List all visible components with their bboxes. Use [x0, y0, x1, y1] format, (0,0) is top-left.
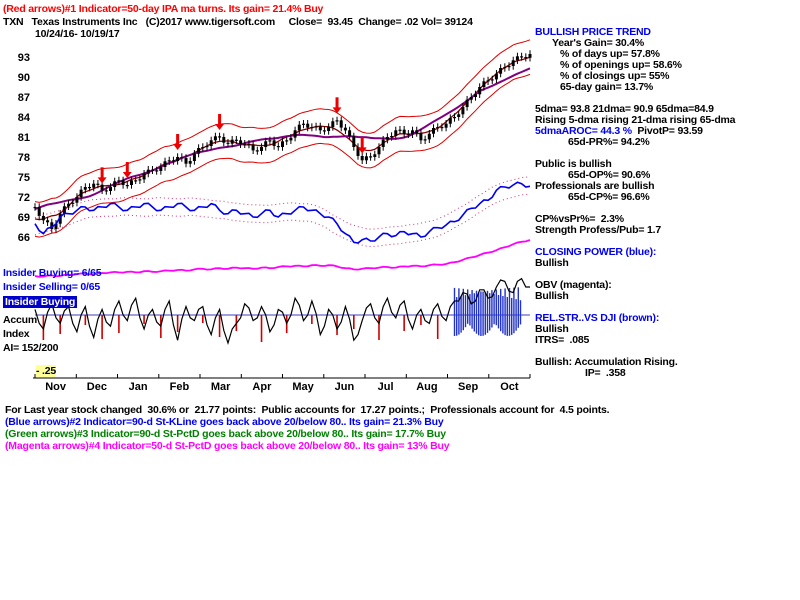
yearly-summary: For Last year stock changed 30.6% or 21.…	[5, 404, 610, 416]
indicator-2-legend: (Blue arrows)#2 Indicator=90-d St-KLine …	[5, 416, 444, 428]
ai-scale-label: - .25	[36, 365, 57, 377]
professionals-status: Professionals are bullish	[535, 180, 655, 192]
y-axis-label: 81	[18, 132, 30, 144]
analysis-line-segment: PivotP= 93.59	[634, 125, 703, 137]
y-axis-label: 69	[18, 212, 30, 224]
indicator-3-legend: (Green arrows)#3 Indicator=90-d St-PctD …	[5, 428, 446, 440]
x-axis: Nov Dec Jan Feb Mar Apr May Jun Jul Aug Sep Oct	[33, 374, 531, 393]
y-axis-label: 90	[18, 72, 30, 84]
indicator-1-legend: (Red arrows)#1 Indicator=50-day IPA ma t…	[3, 3, 324, 15]
obv-line	[34, 239, 531, 278]
month-label: Jun	[335, 381, 355, 393]
moving-averages: 5dma= 93.8 21dma= 90.9 65dma=84.9	[535, 103, 714, 115]
y-axis-label: 84	[18, 112, 31, 124]
gain-65day: 65-day gain= 13.7%	[560, 81, 653, 93]
itrs-value: ITRS= .085	[535, 334, 590, 346]
pct-openings-up: % of openings up= 58.6%	[560, 59, 682, 71]
pct-days-up: % of days up= 57.8%	[560, 48, 660, 60]
cp-65d: 65d-CP%= 96.6%	[568, 191, 650, 203]
month-label: Mar	[211, 381, 231, 393]
cp-vs-pr: CP%vsPr%= 2.3%	[535, 213, 624, 225]
y-axis-label: 87	[18, 92, 30, 104]
obv-header: OBV (magenta):	[535, 279, 612, 291]
public-status: Public is bullish	[535, 158, 612, 170]
insider-selling-count: Insider Selling= 0/65	[3, 281, 101, 293]
analysis-panel: BULLISH PRICE TREND Year's Gain= 30.4%% o…	[535, 27, 798, 379]
y-axis-label: 75	[18, 172, 30, 184]
ip-value: IP= .358	[585, 367, 626, 379]
price-trend-status: BULLISH PRICE TREND	[535, 26, 651, 38]
y-axis-label: 66	[18, 232, 30, 244]
month-label: Dec	[87, 381, 107, 393]
month-label: Apr	[252, 381, 272, 393]
obv-status: Bullish	[535, 290, 569, 302]
month-label: Sep	[458, 381, 478, 393]
date-range: 10/24/16- 10/19/17	[35, 28, 120, 40]
years-gain: Year's Gain= 30.4%	[552, 37, 645, 49]
op-65d: 65d-OP%= 90.6%	[568, 169, 651, 181]
indicator-4-legend: (Magenta arrows)#4 Indicator=50-d St-Pct…	[5, 440, 450, 452]
y-axis-label: 78	[18, 152, 30, 164]
closing-power-line	[34, 176, 531, 248]
accum-label: Accum	[3, 314, 38, 326]
pr-65d: 65d-PR%= 94.2%	[568, 136, 650, 148]
month-label: Aug	[416, 381, 437, 393]
month-label: Feb	[170, 381, 190, 393]
insider-buying-label: Insider Buying	[3, 296, 78, 308]
insider-buying-count: Insider Buying= 6/65	[3, 267, 102, 279]
strength-ratio: Strength Profess/Pub= 1.7	[535, 224, 661, 236]
y-axis: 93 90 87 84 81 78 75 72 69 66	[18, 52, 31, 244]
analysis-line-segment: 5dmaAROC= 44.3 %	[535, 125, 635, 137]
y-axis-label: 93	[18, 52, 30, 64]
accumulation-panel	[34, 277, 530, 345]
ma-direction: Rising 5-dma rising 21-dma rising 65-dma	[535, 114, 736, 126]
month-label: Jan	[129, 381, 148, 393]
month-label: May	[292, 381, 314, 393]
month-label: Nov	[45, 381, 67, 393]
price-candlesticks	[33, 50, 532, 233]
y-axis-label: 72	[18, 192, 30, 204]
pct-closings-up: % of closings up= 55%	[560, 70, 670, 82]
closing-power-header: CLOSING POWER (blue):	[535, 246, 657, 258]
ai-value: AI= 152/200	[3, 342, 59, 354]
red-buy-arrows	[97, 97, 367, 184]
ticker-header: TXN Texas Instruments Inc (C)2017 www.ti…	[3, 16, 473, 28]
closing-power-status: Bullish	[535, 257, 569, 269]
month-label: Oct	[500, 381, 519, 393]
rel-str-header: REL.STR..VS DJI (brown):	[535, 312, 660, 324]
rel-str-status: Bullish	[535, 323, 569, 335]
month-label: Jul	[378, 381, 394, 393]
index-label: Index	[3, 328, 30, 340]
accumulation-status: Bullish: Accumulation Rising.	[535, 356, 678, 368]
aroc-pivot: 5dmaAROC= 44.3 % PivotP= 93.59	[535, 126, 798, 137]
